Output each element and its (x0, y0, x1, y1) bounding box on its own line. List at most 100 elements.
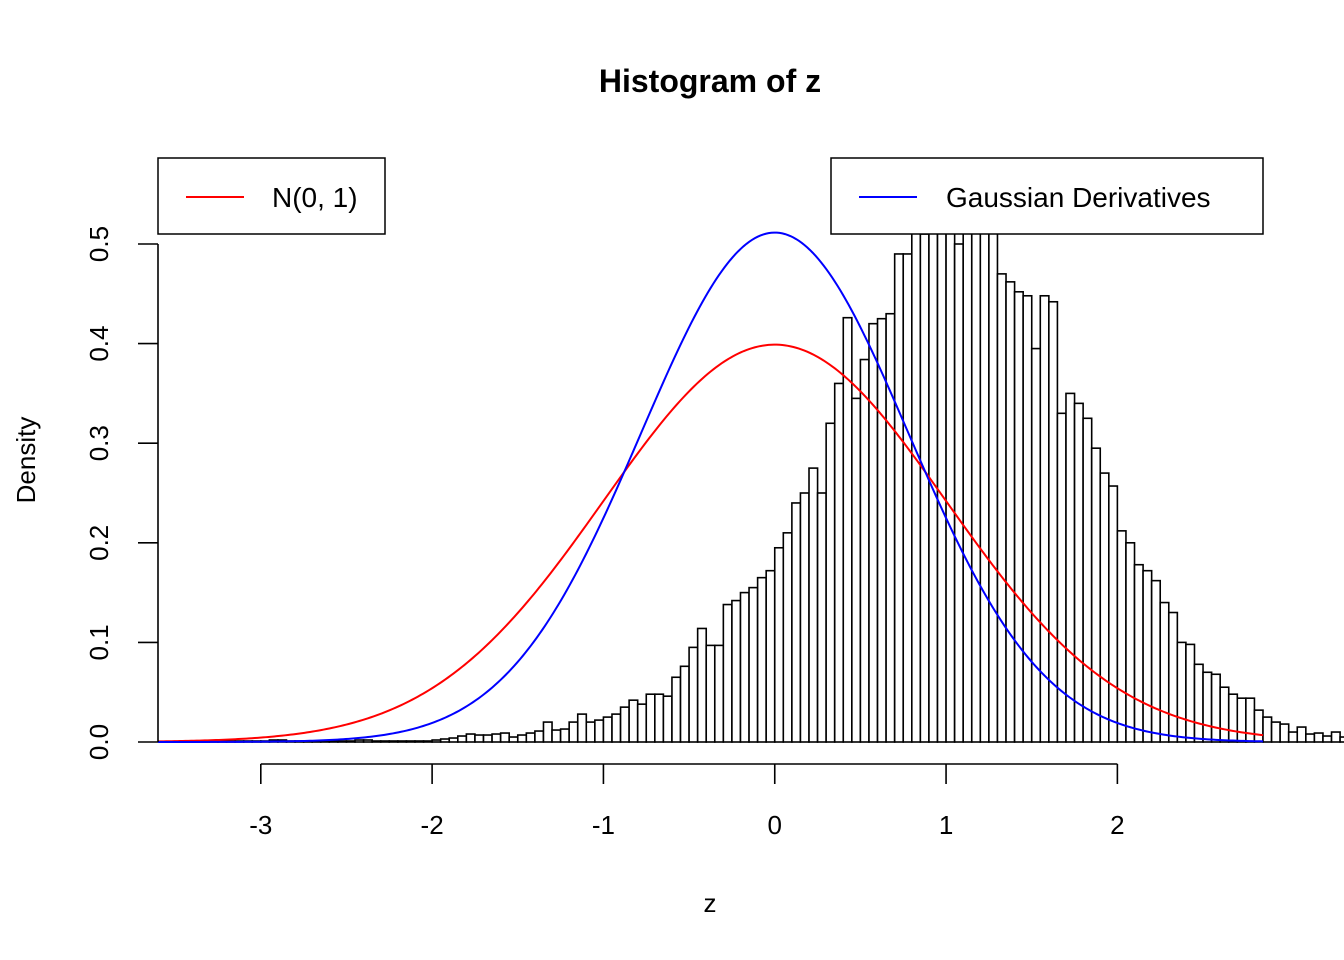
x-tick-label: -3 (249, 810, 272, 840)
histogram-bar (722, 603, 733, 743)
x-tick-label: -2 (421, 810, 444, 840)
histogram-bar (765, 569, 776, 743)
histogram-bar (1133, 563, 1144, 743)
histogram-bar (362, 739, 373, 743)
histogram-bar (328, 740, 339, 743)
histogram-bar (345, 740, 356, 743)
histogram-bar (482, 734, 493, 743)
histogram-bar (431, 739, 442, 743)
histogram-bar (1090, 447, 1102, 743)
x-tick-label: 2 (1110, 810, 1124, 840)
y-tick-label: 0.2 (84, 525, 114, 561)
histogram-bar (1022, 294, 1033, 743)
histogram-bar (439, 738, 451, 743)
histogram-bar (585, 721, 596, 743)
histogram-bar (953, 243, 965, 743)
histogram-bar (996, 273, 1007, 743)
histogram-bar (508, 736, 519, 743)
histogram-bar (1219, 686, 1230, 743)
histogram-bar (525, 732, 536, 743)
histogram-bar (731, 599, 742, 743)
histogram-bar (534, 730, 545, 743)
histogram-bar (654, 693, 665, 743)
histogram-bar (1082, 417, 1093, 743)
histogram-bar (499, 732, 511, 743)
x-axis-label: z (704, 888, 717, 918)
histogram-bar (1227, 693, 1239, 743)
histogram-bar (859, 358, 870, 743)
histogram-bar (1099, 472, 1110, 743)
x-axis: -3 -2 -1 0 1 2 (249, 763, 1125, 840)
histogram-bar (756, 576, 767, 743)
histogram-bar (602, 716, 613, 743)
histogram-bar (1322, 735, 1333, 743)
histogram-bar (825, 422, 836, 743)
histogram-bar (851, 397, 862, 743)
histogram-bar (1296, 726, 1307, 743)
histogram-bar (628, 699, 639, 743)
x-tick-label: 0 (768, 810, 782, 840)
histogram-bar (1167, 611, 1179, 743)
histogram-bar (1073, 402, 1084, 743)
histogram-bar (491, 733, 502, 743)
histogram-bar (893, 253, 905, 743)
histogram-bar (970, 223, 982, 743)
histogram-bar (868, 322, 879, 743)
y-axis: 0.0 0.1 0.2 0.3 0.4 0.5 (84, 226, 159, 760)
histogram-bar (808, 467, 819, 743)
histogram-bar (773, 546, 785, 743)
histogram-bar (1305, 733, 1316, 743)
histogram-bar (1245, 697, 1256, 743)
histogram-bar (388, 740, 399, 743)
histogram-bar (739, 591, 750, 743)
histogram-bar (816, 492, 827, 743)
histogram-bar (1142, 569, 1153, 743)
histogram-bar (1159, 601, 1170, 743)
histogram-bar (671, 676, 682, 743)
histogram-bar (1313, 732, 1324, 743)
histogram-bar (576, 713, 588, 743)
histogram-bar (1262, 716, 1273, 743)
histogram-bar (474, 734, 485, 743)
histogram-bar (1013, 291, 1024, 743)
legend-label-normal: N(0, 1) (272, 182, 358, 213)
histogram-bar (414, 740, 425, 743)
y-tick-label: 0.0 (84, 724, 114, 760)
legend-right: Gaussian Derivatives (830, 157, 1264, 235)
histogram-bar (1005, 281, 1016, 743)
histogram-bar (611, 713, 622, 743)
histogram-bar (885, 312, 896, 743)
histogram-bar (928, 203, 939, 743)
histogram-bar (371, 740, 382, 743)
histogram-bar (465, 733, 476, 743)
histogram-bar (988, 188, 999, 743)
histogram-bar (397, 740, 408, 743)
histogram-bar (1270, 721, 1281, 743)
histogram-bar (1279, 723, 1290, 743)
histogram-bar (1108, 485, 1119, 743)
histogram-bar (662, 695, 673, 743)
histogram-bar (1253, 709, 1264, 743)
histogram-bar (1125, 541, 1136, 743)
histogram-bar (559, 728, 570, 743)
histogram-bar (748, 586, 759, 743)
histogram-bar (594, 719, 605, 743)
chart-title: Histogram of z (599, 63, 821, 99)
histogram-bar (448, 737, 459, 743)
histogram-bar (910, 221, 922, 743)
histogram-bar (568, 721, 579, 743)
histogram-bar (876, 317, 887, 743)
legend-label-gaussian-derivatives: Gaussian Derivatives (946, 182, 1211, 213)
histogram-bar (645, 693, 656, 743)
histogram-bar (1048, 300, 1059, 743)
normal-density-curve (157, 343, 1264, 743)
histogram-bar (979, 225, 990, 743)
histogram-bar (337, 740, 348, 743)
y-tick-label: 0.3 (84, 425, 114, 461)
gaussian-derivatives-curve (158, 231, 1264, 743)
histogram-bar (1116, 530, 1127, 743)
histogram-bar (379, 740, 391, 743)
legend-left: N(0, 1) (157, 157, 386, 235)
histogram-bar (422, 740, 433, 743)
